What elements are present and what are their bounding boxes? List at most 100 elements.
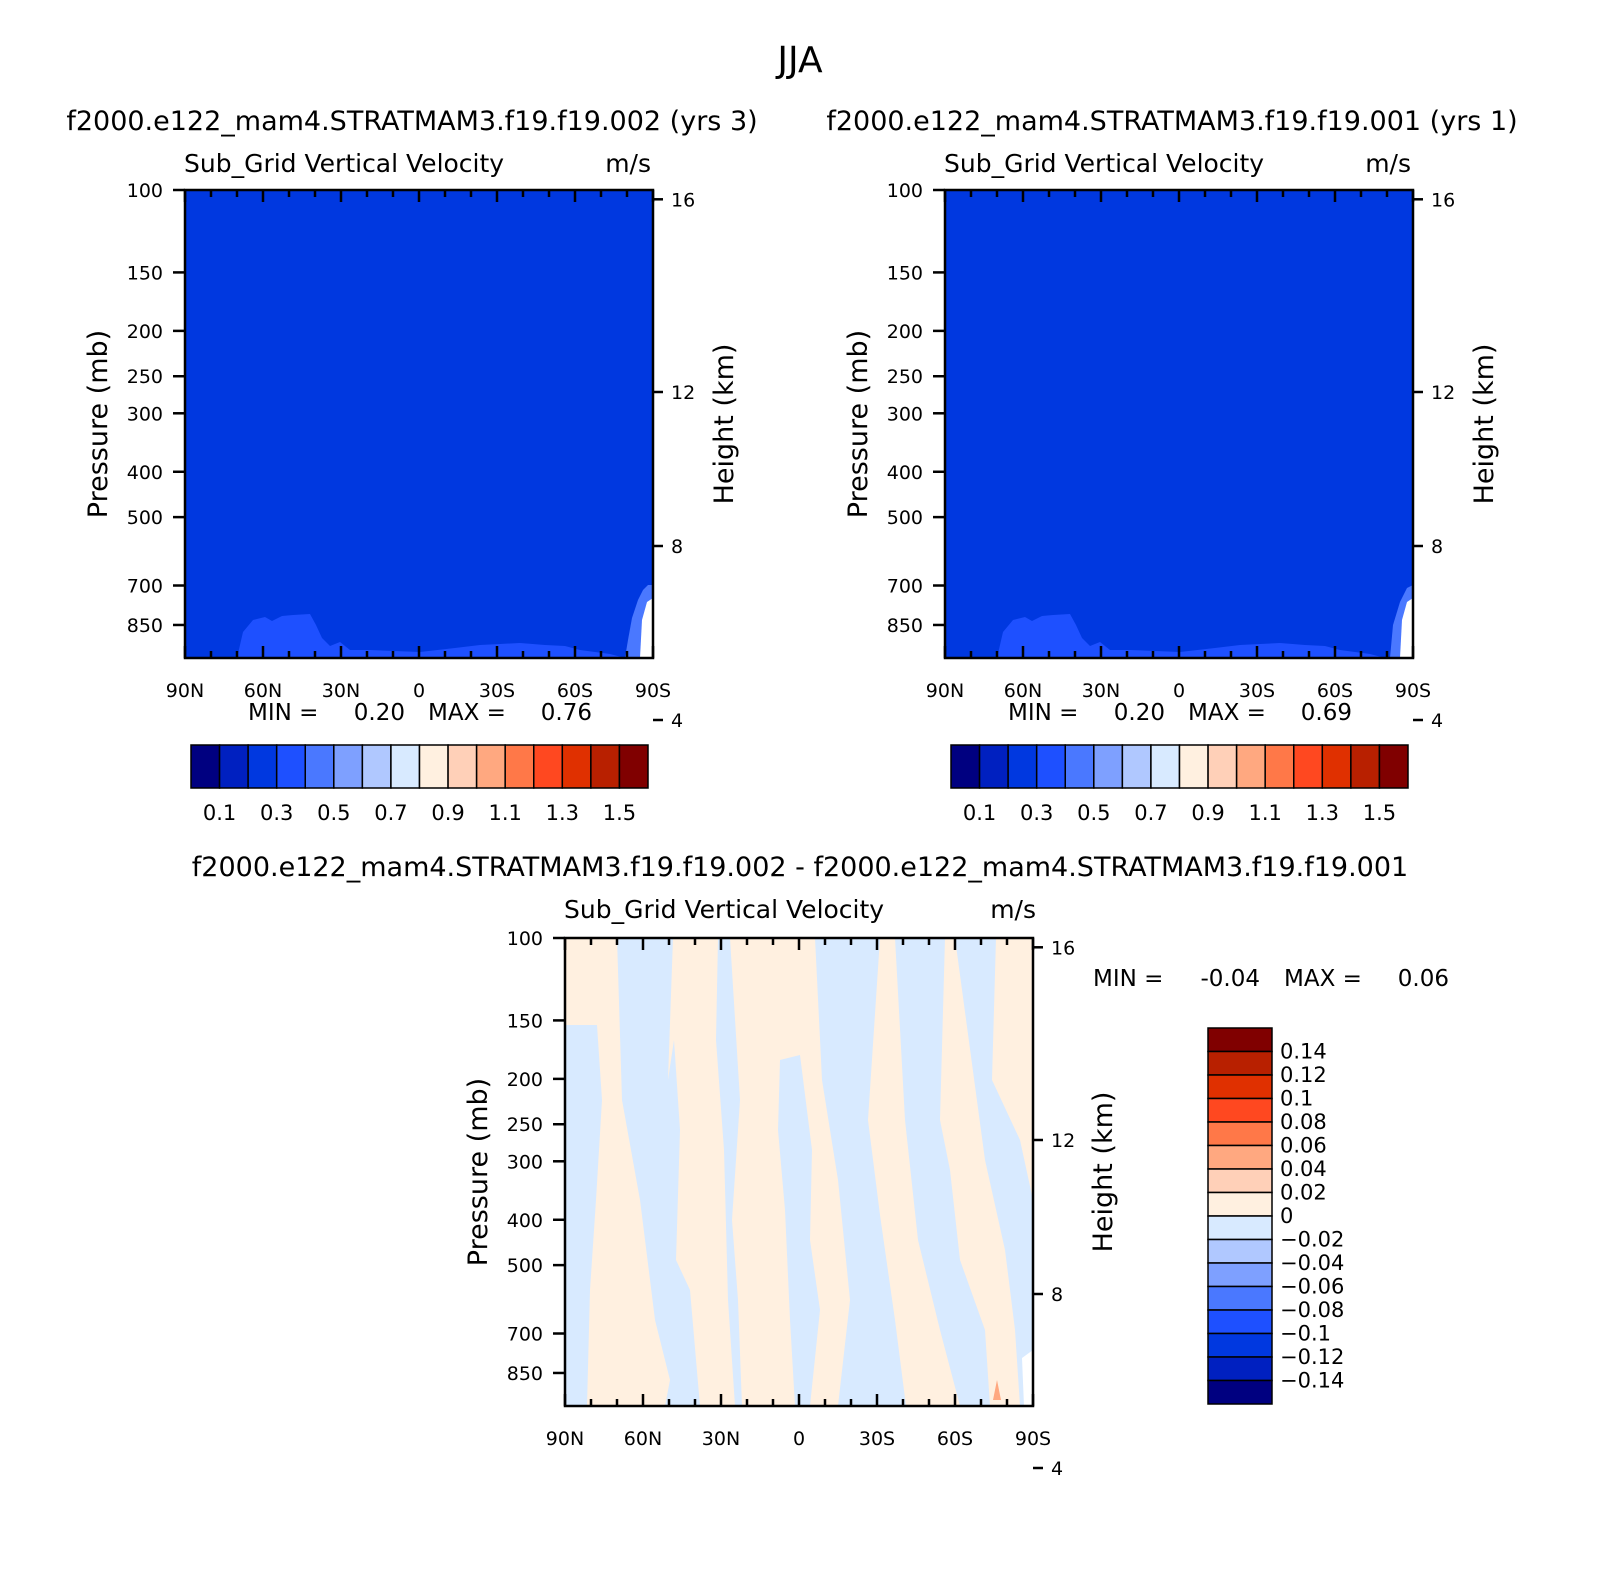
- panel-c-max-value: 0.06: [1398, 966, 1449, 992]
- panel-b-xtick-label: 60S: [1317, 680, 1353, 702]
- panel-a-ytick-label: 250: [127, 366, 163, 388]
- panel-a-y2tick-label: 12: [671, 382, 695, 404]
- panel-a-field-background: [185, 190, 653, 658]
- colorbar-label: 0.3: [1020, 801, 1053, 825]
- panel-b-ytick-label: 250: [887, 366, 923, 388]
- panel-c-ytick-label: 500: [507, 1255, 543, 1277]
- panel-a-ytick-label: 150: [127, 262, 163, 284]
- colorbar-box: [390, 744, 421, 789]
- panel-b-y2tick-label: 12: [1431, 382, 1455, 404]
- panel-b-xtick-label: 30S: [1239, 680, 1275, 702]
- panel-c-negative-contour-5: [815, 938, 906, 1406]
- colorbar-box: [304, 744, 335, 789]
- colorbar-box: [1207, 1238, 1273, 1264]
- panel-c-xtick-label: 90S: [1015, 1428, 1051, 1450]
- panel-a-ytick-label: 850: [127, 615, 163, 637]
- panel-b-xtick-label: 90S: [1395, 680, 1431, 702]
- colorbar-label: −0.08: [1280, 1298, 1344, 1322]
- panel-c-colorbar: 0.140.120.10.080.060.040.020−0.02−0.04−0…: [1207, 1027, 1344, 1405]
- panel-a-colorbar: 0.1 0.3 0.5 0.7 0.9 1.1 1.3 1.5: [190, 744, 649, 825]
- colorbar-box: [1207, 1309, 1273, 1335]
- panel-c-units: m/s: [990, 895, 1036, 924]
- panel-b-ytick-label: 100: [887, 180, 923, 202]
- panel-c-ylabel: Pressure (mb): [463, 1078, 494, 1266]
- panel-b-header: f2000.e122_mam4.STRATMAM3.f19.f19.001 (y…: [826, 106, 1517, 137]
- colorbar-box: [475, 744, 506, 789]
- colorbar-box: [1321, 744, 1352, 789]
- panel-c-ytick-label: 400: [507, 1210, 543, 1232]
- colorbar-label: 1.3: [546, 801, 579, 825]
- panel-c-ytick-label: 150: [507, 1010, 543, 1032]
- panel-a-ytick-label: 400: [127, 462, 163, 484]
- panel-c-min-value: -0.04: [1200, 966, 1260, 992]
- panel-a-max-value: 0.76: [541, 700, 592, 726]
- panel-b-plot-area: [943, 188, 1415, 660]
- colorbar-label: 0.5: [1077, 801, 1110, 825]
- colorbar-label: 0.9: [431, 801, 464, 825]
- colorbar-box: [618, 744, 649, 789]
- colorbar-label: 0.04: [1280, 1157, 1327, 1181]
- colorbar-label: −0.04: [1280, 1251, 1344, 1275]
- colorbar-box: [1207, 1121, 1273, 1147]
- panel-c-y2tick-label: 8: [1051, 1284, 1063, 1306]
- panel-b-xtick-label: 60N: [1004, 680, 1042, 702]
- colorbar-box: [218, 744, 249, 789]
- panel-b-y2tick-label: 4: [1431, 710, 1443, 732]
- panel-a-y2label: Height (km): [709, 344, 740, 505]
- panel-a-xtick-label: 30N: [322, 680, 360, 702]
- colorbar-label: 1.3: [1306, 801, 1339, 825]
- panel-b-missing-data-contour: [1400, 598, 1413, 658]
- panel-b-axes: 100 150 200 250 300 400 500 700 850 16 12 8 4 90N 60N 3…: [887, 180, 1455, 732]
- colorbar-box: [1207, 1356, 1273, 1382]
- colorbar-box: [1207, 1332, 1273, 1358]
- colorbar-box: [1207, 1097, 1273, 1123]
- colorbar-box: [1121, 744, 1152, 789]
- colorbar-box: [418, 744, 449, 789]
- panel-c-ytick-label: 850: [507, 1363, 543, 1385]
- colorbar-label: 0.14: [1280, 1040, 1327, 1064]
- panel-a-min-label: MIN =: [248, 700, 318, 726]
- colorbar-label: 0.7: [1134, 801, 1167, 825]
- colorbar-box: [1207, 1144, 1273, 1170]
- colorbar-box: [1178, 744, 1209, 789]
- panel-c-xtick-label: 60N: [624, 1428, 662, 1450]
- panel-c-max-label: MAX =: [1284, 966, 1362, 992]
- panel-b-title: Sub_Grid Vertical Velocity: [944, 149, 1264, 178]
- colorbar-box: [533, 744, 564, 789]
- panel-a-ytick-label: 700: [127, 576, 163, 598]
- panel-c-xtick-label: 0: [793, 1428, 805, 1450]
- panel-b-y2tick-label: 16: [1431, 189, 1455, 211]
- panel-c-negative-contour-2: [617, 938, 700, 1406]
- panel-a-title: Sub_Grid Vertical Velocity: [184, 149, 504, 178]
- panel-c-plot-area: [563, 936, 1035, 1408]
- panel-c-header: f2000.e122_mam4.STRATMAM3.f19.f19.002 - …: [192, 852, 1408, 883]
- panel-c-xtick-label: 30S: [859, 1428, 895, 1450]
- panel-c-title: Sub_Grid Vertical Velocity: [564, 895, 884, 924]
- colorbar-box: [1207, 1285, 1273, 1311]
- panel-a-lowlevel-contour: [237, 614, 625, 658]
- panel-c-ytick-label: 200: [507, 1069, 543, 1091]
- panel-b-xtick-label: 90N: [926, 680, 964, 702]
- panel-a-axes: 100 150 200 250 300 400 500 700 850 16 12 8 4 90N 60N 3…: [127, 180, 695, 732]
- panel-a-ytick-label: 500: [127, 507, 163, 529]
- panel-c-ytick-label: 300: [507, 1151, 543, 1173]
- panel-b-colorbar: 0.1 0.3 0.5 0.7 0.9 1.1 1.3 1.5: [950, 744, 1409, 825]
- figure-title: JJA: [775, 40, 823, 81]
- colorbar-label: −0.02: [1280, 1228, 1344, 1252]
- colorbar-box: [1035, 744, 1066, 789]
- colorbar-box: [590, 744, 621, 789]
- colorbar-label: −0.1: [1280, 1322, 1331, 1346]
- colorbar-box: [978, 744, 1009, 789]
- colorbar-box: [1235, 744, 1266, 789]
- colorbar-box: [1007, 744, 1038, 789]
- panel-c-min-label: MIN =: [1093, 966, 1163, 992]
- panel-b-min-value: 0.20: [1114, 700, 1165, 726]
- colorbar-label: 0.1: [203, 801, 236, 825]
- colorbar-box: [1207, 1191, 1273, 1217]
- colorbar-label: 1.5: [603, 801, 636, 825]
- panel-b-ytick-label: 700: [887, 576, 923, 598]
- panel-a-y2tick-label: 4: [671, 710, 683, 732]
- panel-a-xtick-label: 60N: [244, 680, 282, 702]
- panel-b-max-label: MAX =: [1188, 700, 1266, 726]
- colorbar-label: 0.12: [1280, 1063, 1327, 1087]
